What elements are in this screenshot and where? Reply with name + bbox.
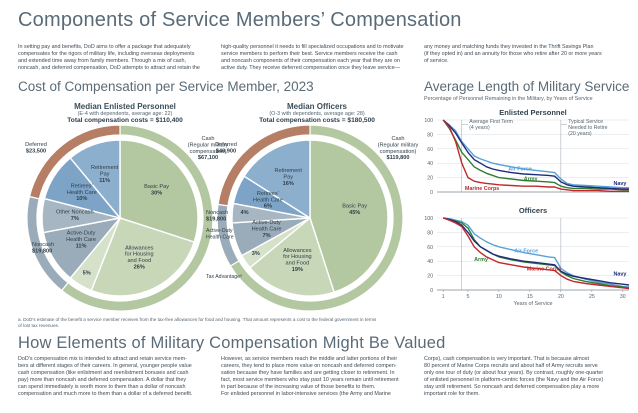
y-tick-label-enlisted-20: 20 xyxy=(427,176,433,182)
x-axis-label-officers: Years of Service xyxy=(513,301,552,307)
pie-slice-label-officers-3: Active-Duty Health Care 7% xyxy=(252,220,282,239)
y-tick-label-officers-20: 20 xyxy=(427,274,433,280)
pie-slice-label-enlisted-2: 5% xyxy=(83,270,91,276)
pie-outer-label-cash-enlisted: Cash (Regular military compensation) $67,10… xyxy=(188,136,229,161)
x-tick-label-officers-20: 20 xyxy=(558,294,564,300)
pie-header-officers: Median Officers (O-3 with dependents, av… xyxy=(232,102,402,124)
x-tick-label-officers-10: 10 xyxy=(496,294,502,300)
pie-outer-label-noncash-officers: Noncash $19,800 xyxy=(206,210,228,222)
series-label-enlisted-army: Army xyxy=(524,176,538,182)
section-title-cost: Cost of Compensation per Service Member,… xyxy=(18,79,314,94)
pie-slice-label-officers-4: 4% xyxy=(241,210,249,216)
series-label-enlisted-air-force: Air Force xyxy=(508,166,532,172)
y-tick-label-enlisted-100: 100 xyxy=(424,118,433,124)
pie-slice-enlisted-1 xyxy=(90,217,196,297)
pie-outer-label-cash-officers: Cash (Regular military compensation) $119,8… xyxy=(378,136,419,161)
pie-slice-enlisted-6 xyxy=(69,139,121,220)
annotation-retire: Typical Service Needed to Retire (20 years… xyxy=(568,119,607,137)
pie-total-officers: Total compensation costs = $180,500 xyxy=(259,117,375,124)
section-title-valued: How Elements of Military Compensation Mi… xyxy=(18,334,446,352)
annotation-first-term: Average First Term (4 years) xyxy=(469,119,513,131)
series-label-enlisted-marine-corps: Marine Corps xyxy=(465,186,499,192)
pie-total-enlisted: Total compensation costs = $110,400 xyxy=(67,117,183,124)
y-tick-label-enlisted-80: 80 xyxy=(427,132,433,138)
intro-column-2: high-quality personnel it needs to fill … xyxy=(221,44,404,72)
series-line-officers-air-force xyxy=(443,217,630,288)
x-tick-label-officers-15: 15 xyxy=(527,294,533,300)
x-tick-label-officers-30: 30 xyxy=(620,294,626,300)
pie-slice-label-officers-2: 3% xyxy=(252,251,260,257)
line-chart-title-officers: Officers xyxy=(519,206,547,215)
series-line-officers-navy xyxy=(443,217,630,286)
intro-column-3: any money and matching funds they invest… xyxy=(424,44,602,65)
pie-enlisted: Basic Pay 30% Allowances for Housing and Foo… xyxy=(25,124,229,312)
series-line-officers-marine-corps xyxy=(442,217,630,290)
outro-column-3: Corps), cash compensation is very import… xyxy=(424,356,604,398)
pie-slice-label-enlisted-3: Active-Duty Health Care 11% xyxy=(66,231,96,250)
pie-slice-label-enlisted-5: Retirees’ Health Care 10% xyxy=(67,183,97,202)
pie-officers: Basic Pay 45% Allowances for Housing and Foo… xyxy=(206,124,419,312)
series-label-officers-army: Army xyxy=(474,257,488,263)
series-line-enlisted-navy xyxy=(442,119,629,190)
series-line-enlisted-air-force xyxy=(442,119,629,189)
page-title: Components of Service Members’ Compensat… xyxy=(18,9,462,31)
series-line-enlisted-army xyxy=(442,119,629,191)
outro-column-2: However, as service members reach the mi… xyxy=(221,356,399,398)
pie-charts: Basic Pay 30% Allowances for Housing and Foo… xyxy=(25,124,419,312)
section-title-length: Average Length of Military Service xyxy=(424,79,630,94)
pie-slice-label-enlisted-1: Allowances for Housing and Food 26% xyxy=(125,245,154,270)
y-tick-label-officers-80: 80 xyxy=(427,230,433,236)
pie-slice-label-enlisted-4: Other Noncash 7% xyxy=(56,209,94,221)
line-chart-title-enlisted: Enlisted Personnel xyxy=(499,108,567,117)
pie-leader-label-ad-hc-officers: Active-Duty Health Care xyxy=(206,228,234,240)
series-label-officers-air-force: Air Force xyxy=(514,249,538,255)
series-label-officers-navy: Navy xyxy=(614,272,627,278)
pie-slice-enlisted-0 xyxy=(119,139,199,243)
pie-title-officers: Median Officers xyxy=(286,102,347,111)
intro-column-1: In setting pay and benefits, DoD aims to… xyxy=(18,44,200,72)
footnote: a. DoD’s estimate of the benefit a servi… xyxy=(18,317,377,328)
pie-header-enlisted: Median Enlisted Personnel (E-4 with depe… xyxy=(40,102,210,124)
y-tick-label-officers-0: 0 xyxy=(430,288,433,294)
pie-slice-officers-6 xyxy=(243,139,311,220)
pie-ring-deferred-officers xyxy=(217,124,311,207)
series-label-officers-marine-corps: Marine Corps xyxy=(527,267,561,273)
pie-slice-label-enlisted-6: Retirement Pay 11% xyxy=(91,165,119,184)
pie-outer-label-deferred-enlisted: Deferred $23,500 xyxy=(25,142,47,154)
outro-column-1: DoD’s compensation mix is intended to at… xyxy=(18,356,193,398)
pie-title-enlisted: Median Enlisted Personnel xyxy=(74,102,176,111)
y-tick-label-officers-100: 100 xyxy=(424,216,433,222)
y-tick-label-enlisted-0: 0 xyxy=(430,190,433,196)
line-chart-enlisted: Enlisted Personnel 0 20 40 60 80 100 Air Force A… xyxy=(424,108,629,196)
pie-slice-label-officers-5: Retirees’ Health Care 6% xyxy=(253,191,283,210)
pie-slice-label-officers-0: Basic Pay 45% xyxy=(342,204,367,216)
pie-outer-label-noncash-enlisted: Noncash $19,800 xyxy=(32,242,54,254)
x-tick-label-officers-1: 1 xyxy=(442,294,445,300)
y-tick-label-officers-60: 60 xyxy=(427,245,433,251)
y-tick-label-officers-40: 40 xyxy=(427,259,433,265)
pie-outer-label-deferred-officers: Deferred $40,900 xyxy=(215,142,237,154)
line-section-subtitle: Percentage of Personnel Remaining in the… xyxy=(424,96,593,102)
pie-subtitle-officers: (O-3 with dependents, average age: 28) xyxy=(269,111,365,117)
pie-slice-officers-1 xyxy=(248,216,335,297)
pie-ring-deferred-enlisted xyxy=(28,124,121,200)
pie-slice-officers-0 xyxy=(309,139,389,294)
pie-leader-label-tax-officers: Tax Advantageᵃ xyxy=(206,274,242,280)
pie-slice-label-enlisted-0: Basic Pay 30% xyxy=(144,184,169,196)
y-tick-label-enlisted-40: 40 xyxy=(427,161,433,167)
y-tick-label-enlisted-60: 60 xyxy=(427,147,433,153)
series-line-enlisted-marine-corps xyxy=(442,119,629,193)
x-tick-label-officers-5: 5 xyxy=(467,294,470,300)
pie-slice-label-officers-6: Retirement Pay 16% xyxy=(275,168,303,187)
pie-slice-label-officers-1: Allowances for Housing and Food 19% xyxy=(283,248,312,273)
series-label-enlisted-navy: Navy xyxy=(614,181,627,187)
x-tick-label-officers-25: 25 xyxy=(589,294,595,300)
pie-subtitle-enlisted: (E-4 with dependents, average age: 22) xyxy=(77,111,173,117)
